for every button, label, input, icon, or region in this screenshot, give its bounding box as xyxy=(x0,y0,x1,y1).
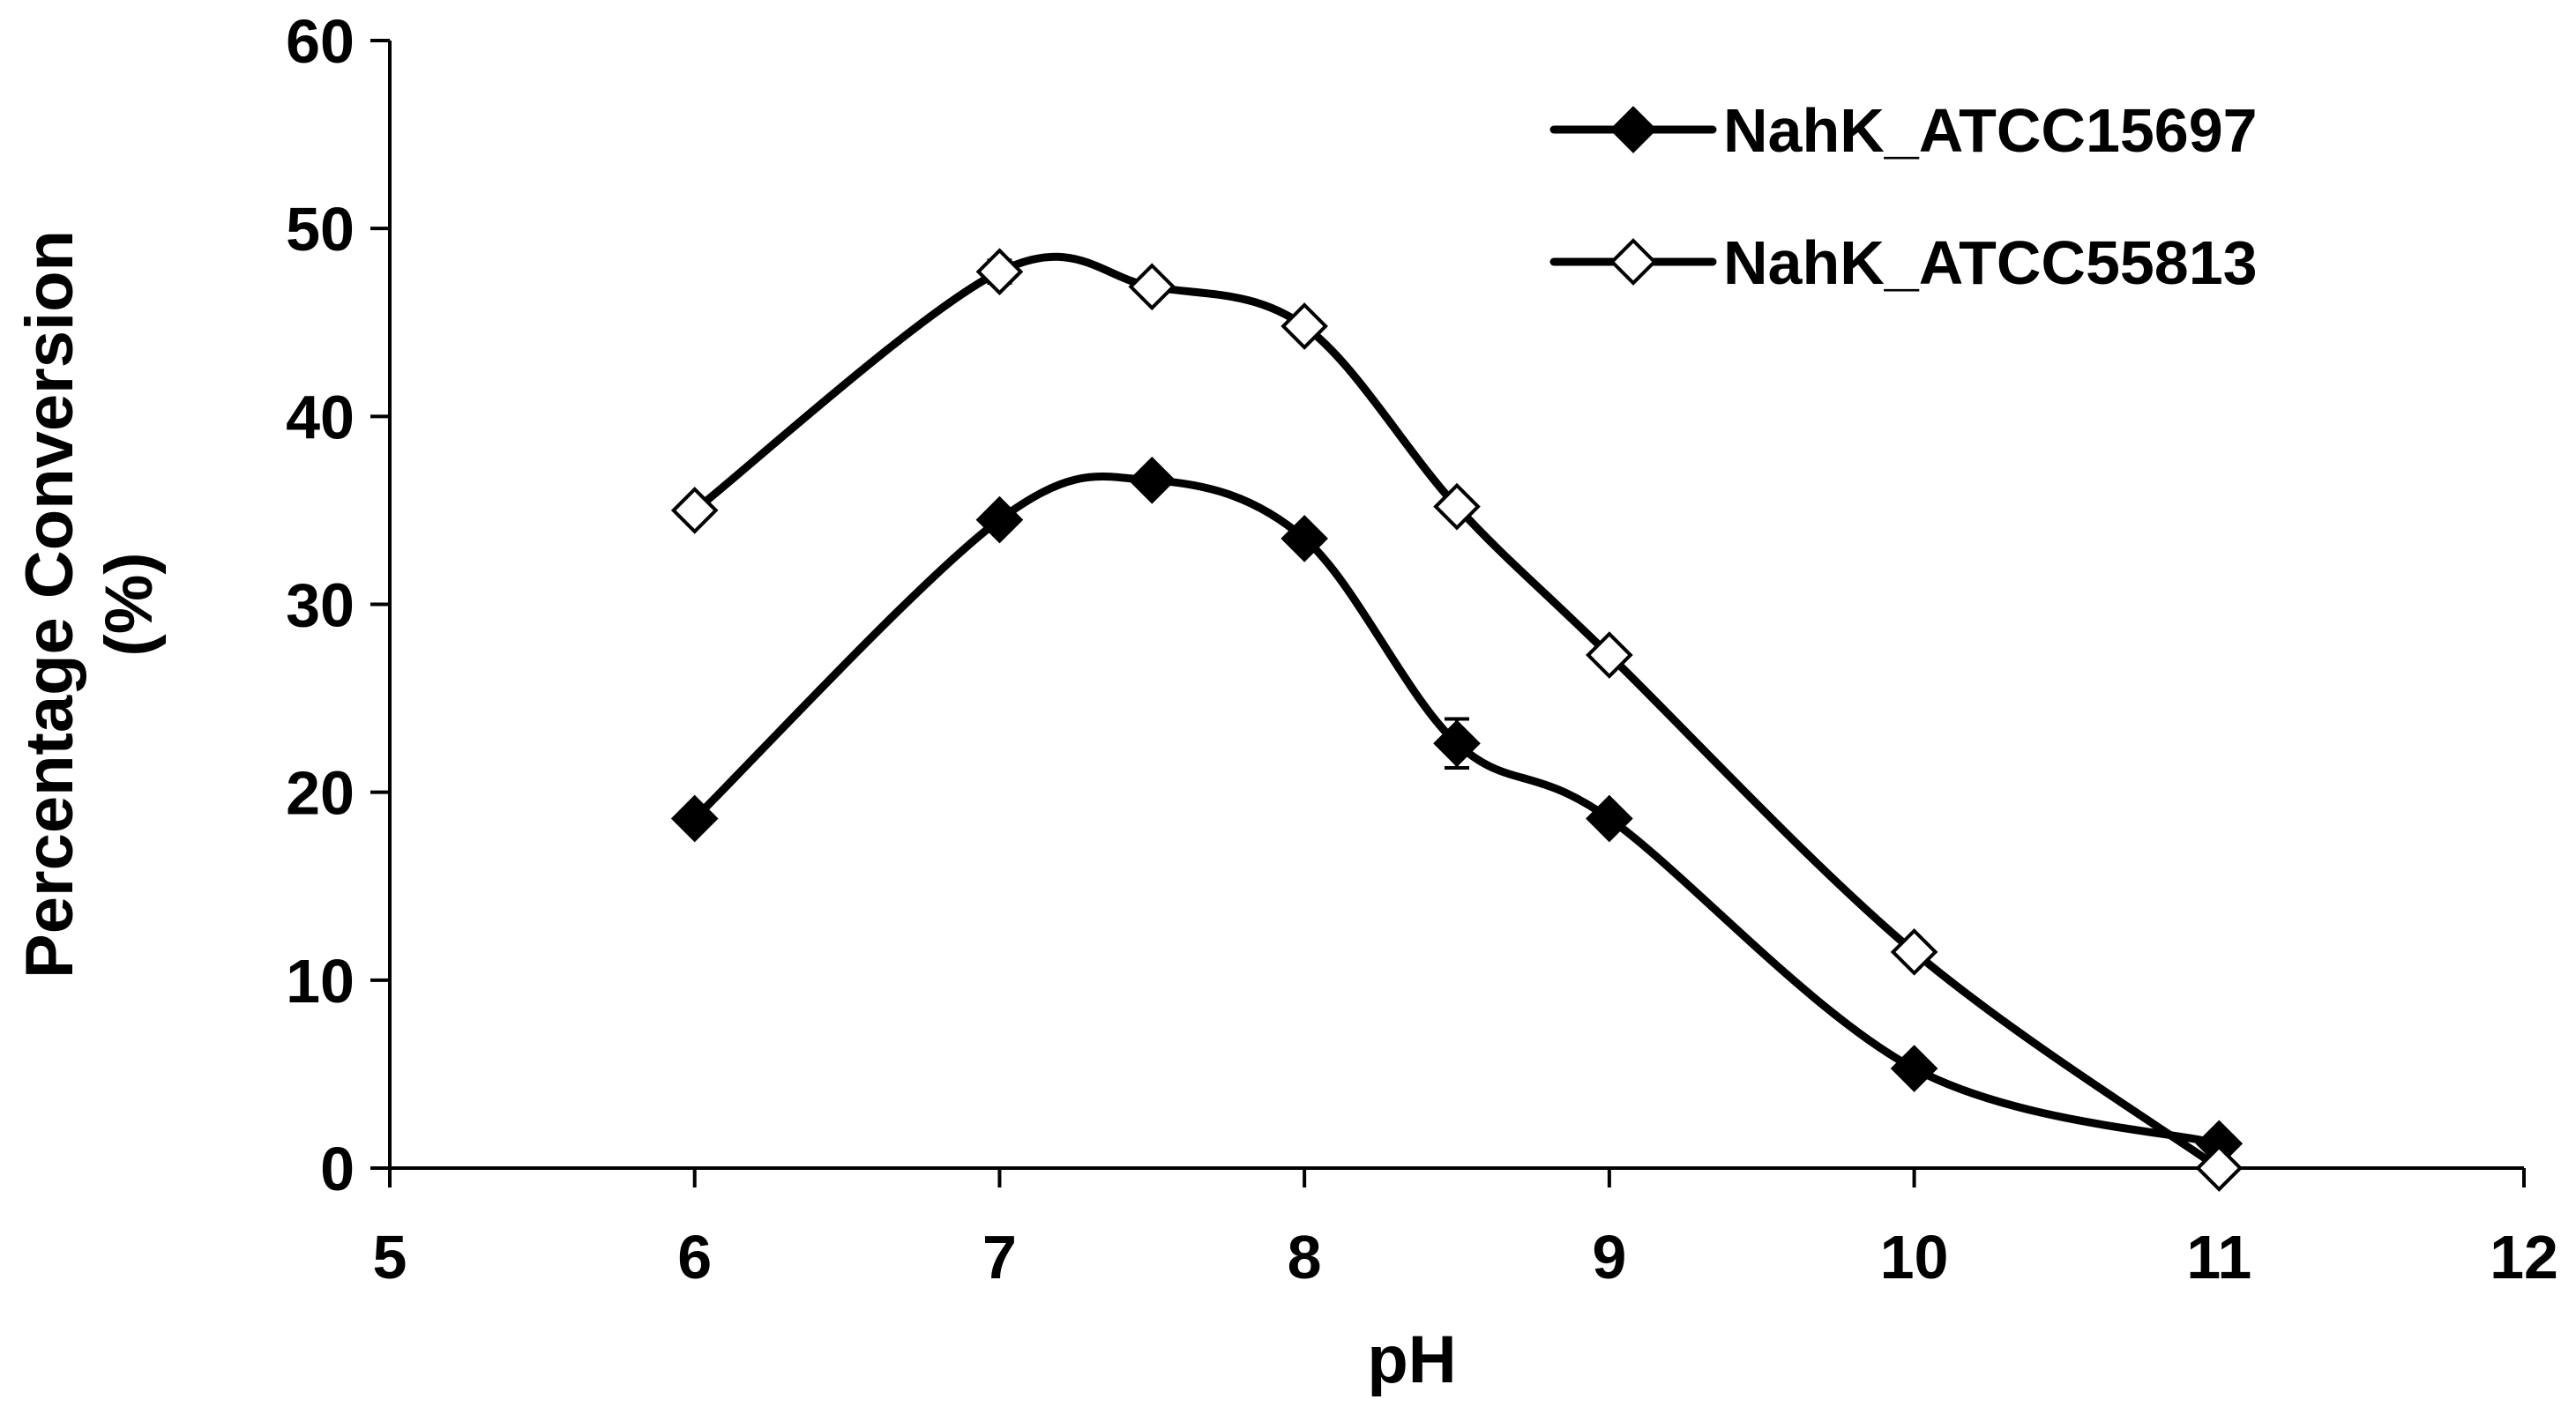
legend-label: NahK_ATCC55813 xyxy=(1723,228,2258,297)
data-point xyxy=(1433,482,1481,531)
data-point xyxy=(1128,456,1176,504)
y-axis-title-line: Percentage Conversion xyxy=(12,230,87,979)
series-line xyxy=(691,473,2223,1148)
legend-item: NahK_ATCC15697 xyxy=(1549,96,2258,165)
data-point xyxy=(1433,719,1481,768)
legend-item: NahK_ATCC55813 xyxy=(1549,228,2258,297)
data-point xyxy=(1281,515,1328,562)
data-point xyxy=(1890,1045,1938,1092)
y-tick-label: 0 xyxy=(320,1135,355,1203)
series-2 xyxy=(670,248,2244,1192)
x-axis-title: pH xyxy=(1367,1322,1456,1397)
data-point xyxy=(975,495,1024,544)
data-point xyxy=(2195,1144,2244,1192)
x-tick-label: 12 xyxy=(2490,1223,2558,1292)
y-axis-title: Percentage Conversion(%) xyxy=(12,230,167,979)
x-tick-label: 7 xyxy=(982,1223,1017,1292)
x-tick-label: 10 xyxy=(1880,1223,1949,1292)
series-layer xyxy=(670,248,2244,1192)
data-point xyxy=(1586,794,1633,843)
y-tick-label: 20 xyxy=(286,759,355,828)
y-tick-label: 60 xyxy=(286,7,355,76)
axes: 0 10 20 30 40 50 60 5 6 7 8 9 10 11 12 xyxy=(286,7,2558,1292)
legend-marker xyxy=(1609,238,1657,286)
data-point xyxy=(670,487,719,534)
data-point xyxy=(670,794,719,843)
data-point xyxy=(1281,302,1328,350)
y-tick-label: 30 xyxy=(286,571,355,640)
x-tick-label: 5 xyxy=(373,1223,407,1292)
legend-label: NahK_ATCC15697 xyxy=(1723,96,2258,165)
x-tick-label: 9 xyxy=(1592,1223,1626,1292)
y-tick-label: 10 xyxy=(286,947,355,1016)
series-1 xyxy=(670,456,2244,1168)
series-line xyxy=(691,252,2223,1172)
x-tick-label: 8 xyxy=(1288,1223,1322,1292)
data-point xyxy=(1586,631,1633,679)
legend: NahK_ATCC15697 NahK_ATCC55813 xyxy=(1549,96,2258,297)
x-tick-label: 6 xyxy=(677,1223,712,1292)
data-point xyxy=(1128,263,1176,311)
data-point xyxy=(1890,928,1938,976)
legend-marker xyxy=(1609,106,1657,153)
x-tick-label: 11 xyxy=(2186,1223,2251,1292)
y-tick-label: 50 xyxy=(286,195,355,264)
y-tick-label: 40 xyxy=(286,383,355,451)
data-point xyxy=(975,248,1024,296)
y-axis-title-line: (%) xyxy=(92,552,167,656)
